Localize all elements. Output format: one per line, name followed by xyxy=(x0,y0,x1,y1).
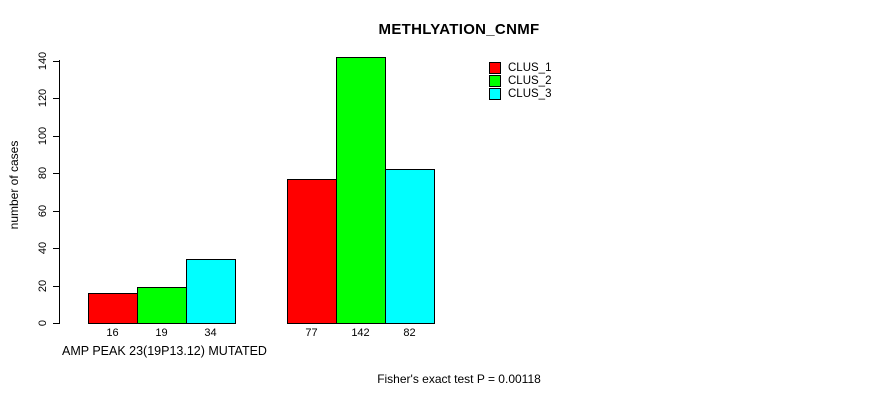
legend-swatch-clus_2 xyxy=(489,74,501,87)
bar-clus_2-group2 xyxy=(336,57,386,324)
bar-value-label: 19 xyxy=(155,327,168,339)
y-axis-tick xyxy=(53,248,60,249)
legend-label: CLUS_2 xyxy=(508,74,552,87)
y-axis-tick-label: 20 xyxy=(37,279,49,292)
y-axis-tick-label: 120 xyxy=(37,88,49,108)
y-axis-tick xyxy=(53,323,60,324)
y-axis-tick xyxy=(53,210,60,212)
y-axis-tick-label: 80 xyxy=(37,166,49,180)
bar-value-label: 16 xyxy=(106,327,119,339)
bar-clus_3-group2 xyxy=(385,169,435,324)
legend-row-clus_3: CLUS_3 xyxy=(489,87,551,100)
y-axis-tick-label: 60 xyxy=(37,204,49,217)
legend: CLUS_1 CLUS_2 CLUS_3 xyxy=(489,61,551,100)
bar-value-label: 77 xyxy=(305,327,318,339)
bar-clus_1-group1 xyxy=(88,293,138,324)
y-axis-tick-label: 0 xyxy=(37,319,49,327)
y-axis-tick-label: 40 xyxy=(37,241,49,255)
y-axis-label: number of cases xyxy=(7,140,21,230)
y-axis-tick-label: 140 xyxy=(37,51,49,70)
bar-clus_3-group1 xyxy=(186,259,236,324)
bar-clus_2-group1 xyxy=(137,287,187,324)
chart-title: METHLYATION_CNMF xyxy=(378,21,540,38)
y-axis-tick-label: 100 xyxy=(37,126,49,145)
y-axis-line xyxy=(59,60,60,323)
y-axis-tick xyxy=(53,173,60,174)
bar-clus_1-group2 xyxy=(287,179,337,324)
bar-value-label: 82 xyxy=(403,327,416,339)
y-axis-tick xyxy=(53,98,60,99)
legend-swatch-clus_1 xyxy=(489,61,501,74)
y-axis-tick xyxy=(53,135,60,137)
x-axis-label: AMP PEAK 23(19P13.12) MUTATED xyxy=(62,344,267,358)
footer-stat-text: Fisher's exact test P = 0.00118 xyxy=(377,372,541,386)
y-axis-tick xyxy=(53,60,60,62)
legend-row-clus_2: CLUS_2 xyxy=(489,74,551,87)
legend-label: CLUS_1 xyxy=(508,61,552,74)
legend-row-clus_1: CLUS_1 xyxy=(489,61,551,74)
legend-label: CLUS_3 xyxy=(508,87,552,100)
bar-value-label: 142 xyxy=(351,327,370,339)
bar-value-label: 34 xyxy=(204,327,217,339)
legend-swatch-clus_3 xyxy=(489,87,501,100)
y-axis-tick xyxy=(53,285,60,287)
